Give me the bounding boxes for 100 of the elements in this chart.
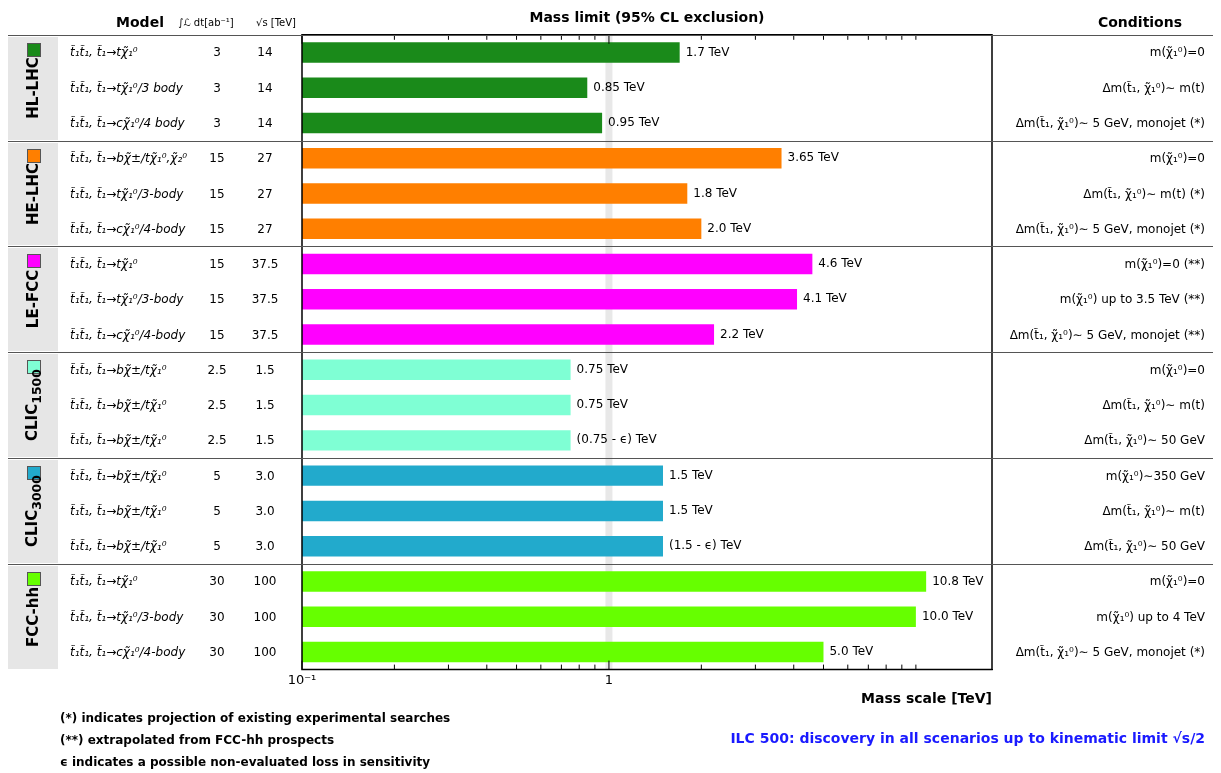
y-tick-label: t̃₁t̃₁, t̃₁→tχ̃₁⁰/3-body (70, 609, 184, 624)
y-tick-label: t̃₁t̃₁, t̃₁→tχ̃₁⁰ (70, 257, 138, 272)
text: 3.0 (255, 503, 275, 518)
text: m(χ̃₁⁰)=0 (1149, 151, 1205, 166)
text: √s [TeV] (256, 16, 296, 28)
text: 37.5 (251, 327, 279, 342)
legend-label: HE-LHC (24, 162, 42, 225)
data-label: 1.5 TeV (668, 467, 714, 482)
text: Δm(t̃₁, χ̃₁⁰)∼ m(t) (1102, 503, 1205, 518)
text: 15 (209, 292, 225, 307)
text: 27 (257, 151, 273, 166)
data-label: 10.0 TeV (921, 608, 975, 623)
text: Δm(t̃₁, χ̃₁⁰)∼ 5 GeV, monojet (*) (1015, 115, 1205, 130)
text: m(χ̃₁⁰)=0 (1149, 45, 1205, 60)
data-label: (0.75 - ϵ) TeV (576, 432, 658, 447)
data-label: 1.5 TeV (668, 503, 714, 518)
y-tick-label: t̃₁t̃₁, t̃₁→tχ̃₁⁰/3-body (70, 292, 184, 307)
text: 14 (257, 115, 273, 130)
text: Δm(t̃₁, χ̃₁⁰)∼ m(t) (*) (1083, 186, 1205, 201)
text: (*) indicates projection of existing experimental searches (60, 711, 451, 725)
text: 2.5 (207, 362, 227, 377)
text: 3 (213, 80, 221, 95)
text: Δm(t̃₁, χ̃₁⁰)∼ m(t) (1102, 398, 1205, 413)
text: m(χ̃₁⁰)∼350 GeV (1105, 468, 1205, 483)
y-tick-label: t̃₁t̃₁, t̃₁→cχ̃₁⁰/4-body (70, 327, 186, 342)
text: 100 (253, 574, 277, 589)
y-tick-label: t̃₁t̃₁, t̃₁→tχ̃₁⁰ (70, 45, 138, 60)
text: Δm(t̃₁, χ̃₁⁰)∼ 5 GeV, monojet (**) (1009, 327, 1205, 342)
text: 100 (253, 644, 277, 659)
data-label: 3.65 TeV (787, 150, 840, 165)
text: Δm(t̃₁, χ̃₁⁰)∼ 5 GeV, monojet (*) (1015, 221, 1205, 236)
data-label: 5.0 TeV (829, 644, 875, 659)
data-label: 4.6 TeV (818, 256, 863, 271)
data-label: 0.75 TeV (576, 397, 629, 412)
text: 15 (209, 151, 225, 166)
text: Δm(t̃₁, χ̃₁⁰)∼ 50 GeV (1084, 539, 1205, 554)
data-label: 4.1 TeV (803, 291, 848, 306)
y-tick-label: t̃₁t̃₁, t̃₁→bχ̃±/tχ̃₁⁰ (70, 362, 167, 377)
text: 27 (257, 186, 273, 201)
text: Conditions (1097, 13, 1183, 30)
data-label: 2.2 TeV (720, 326, 765, 341)
y-tick-label: t̃₁t̃₁, t̃₁→cχ̃₁⁰/4-body (70, 221, 186, 236)
data-label: 1.7 TeV (685, 44, 731, 59)
data-label: 10.8 TeV (932, 573, 985, 588)
data-label: (1.5 - ϵ) TeV (668, 538, 743, 553)
text: 100 (253, 609, 277, 624)
y-tick-label: t̃₁t̃₁, t̃₁→cχ̃₁⁰/4-body (70, 644, 186, 659)
y-tick-label: t̃₁t̃₁, t̃₁→bχ̃±/tχ̃₁⁰,χ̃₂⁰ (70, 151, 188, 166)
text: 1.5 (255, 362, 275, 377)
legend-label: FCC-hh (24, 586, 42, 647)
data-label: 2.0 TeV (707, 220, 752, 235)
text: 14 (257, 45, 273, 60)
text: 5 (213, 468, 221, 483)
legend-label: LE-FCC (24, 270, 42, 329)
text: ϵ indicates a possible non-evaluated loss in sensitivity (60, 755, 431, 769)
text: Model (116, 13, 164, 30)
x-tick-label: 1 (604, 671, 614, 687)
y-tick-label: t̃₁t̃₁, t̃₁→bχ̃±/tχ̃₁⁰ (70, 539, 167, 554)
text: 15 (209, 327, 225, 342)
text: 1.5 (255, 398, 275, 413)
y-tick-label: t̃₁t̃₁, t̃₁→tχ̃₁⁰ (70, 574, 138, 589)
data-label: 0.95 TeV (608, 115, 661, 130)
text: 3.0 (255, 468, 275, 483)
text: (**) extrapolated from FCC-hh prospects (60, 733, 335, 747)
text: Δm(t̃₁, χ̃₁⁰)∼ m(t) (1102, 80, 1205, 95)
text: 3 (213, 115, 221, 130)
text: Δm(t̃₁, χ̃₁⁰)∼ 50 GeV (1084, 433, 1205, 448)
y-tick-label: t̃₁t̃₁, t̃₁→bχ̃±/tχ̃₁⁰ (70, 468, 167, 483)
text: 5 (213, 539, 221, 554)
y-tick-label: t̃₁t̃₁, t̃₁→bχ̃±/tχ̃₁⁰ (70, 433, 167, 448)
data-label: 1.8 TeV (693, 185, 738, 200)
text: ILC 500: discovery in all scenarios up to kinematic limit √s/2 (730, 730, 1205, 746)
text: 15 (209, 186, 225, 201)
text: 3 (213, 45, 221, 60)
data-label: 0.75 TeV (576, 361, 629, 376)
text: 1.5 (255, 433, 275, 448)
text: 14 (257, 80, 273, 95)
text: 37.5 (251, 257, 279, 272)
text: 15 (209, 221, 225, 236)
text: 27 (257, 221, 273, 236)
text: 37.5 (251, 292, 279, 307)
y-tick-label: t̃₁t̃₁, t̃₁→cχ̃₁⁰/4 body (70, 115, 185, 130)
y-tick-label: t̃₁t̃₁, t̃₁→tχ̃₁⁰/3 body (70, 80, 183, 95)
text: m(χ̃₁⁰)=0 (**) (1124, 257, 1205, 272)
y-tick-label: t̃₁t̃₁, t̃₁→bχ̃±/tχ̃₁⁰ (70, 398, 167, 413)
text: ∫ℒ dt[ab⁻¹] (178, 16, 234, 28)
y-tick-label: t̃₁t̃₁, t̃₁→bχ̃±/tχ̃₁⁰ (70, 503, 167, 518)
text: 15 (209, 257, 225, 272)
text: Δm(t̃₁, χ̃₁⁰)∼ 5 GeV, monojet (*) (1015, 644, 1205, 659)
text: 2.5 (207, 398, 227, 413)
text: m(χ̃₁⁰) up to 3.5 TeV (**) (1059, 292, 1205, 307)
text: 30 (209, 609, 225, 624)
text: 2.5 (207, 433, 227, 448)
text: 30 (209, 644, 225, 659)
text: m(χ̃₁⁰) up to 4 TeV (1096, 609, 1205, 624)
text: m(χ̃₁⁰)=0 (1149, 574, 1205, 589)
text: 3.0 (255, 539, 275, 554)
y-tick-label: t̃₁t̃₁, t̃₁→tχ̃₁⁰/3-body (70, 186, 184, 201)
text: 30 (209, 574, 225, 589)
text: m(χ̃₁⁰)=0 (1149, 362, 1205, 377)
